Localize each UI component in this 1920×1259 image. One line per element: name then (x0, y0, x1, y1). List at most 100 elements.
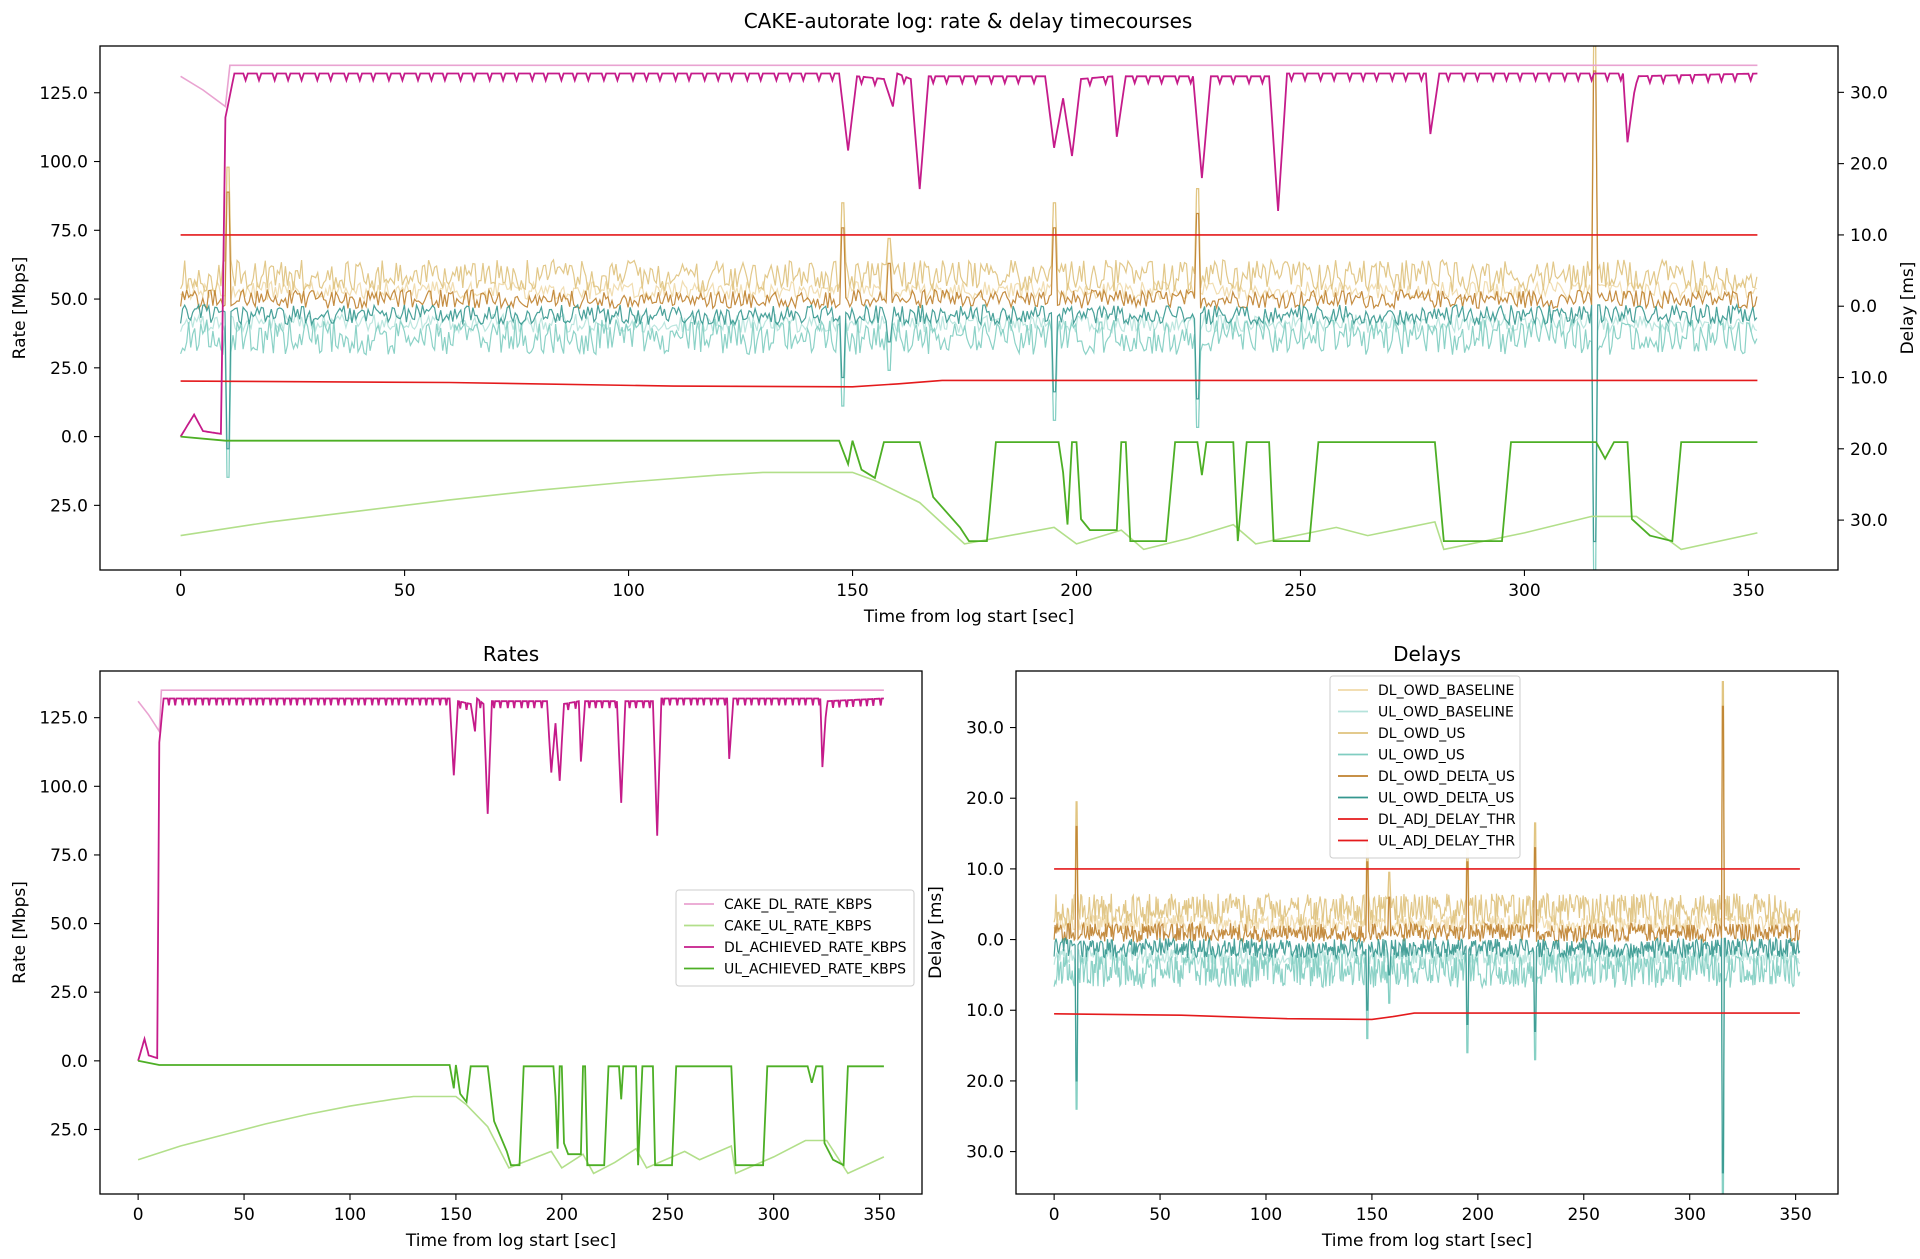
axes-frame (99, 45, 1839, 571)
x-tick-label: 0 (133, 1205, 144, 1225)
x-tick-label: 250 (652, 1205, 684, 1225)
legend-label: CAKE_DL_RATE_KBPS (724, 897, 872, 913)
y-axis-label: Rate [Mbps] (10, 257, 30, 360)
y2-tick-label: 30.0 (1850, 83, 1888, 103)
plot-area (1053, 681, 1801, 1194)
x-axis-label: Time from log start [sec] (405, 1231, 616, 1251)
x-tick-label: 0 (1049, 1205, 1060, 1225)
x-tick-label: 200 (1060, 581, 1092, 601)
legend-label: DL_ACHIEVED_RATE_KBPS (724, 940, 907, 956)
y-tick-label: 125.0 (39, 709, 88, 729)
legend-box (1329, 675, 1521, 859)
x-tick-label: 150 (1356, 1205, 1388, 1225)
y-tick-label: 50.0 (50, 290, 88, 310)
x-tick-label: 250 (1568, 1205, 1600, 1225)
y-tick-label: 10.0 (966, 1001, 1004, 1021)
legend-label: DL_OWD_DELTA_US (1378, 769, 1515, 785)
legend-label: DL_ADJ_DELAY_THR (1378, 812, 1516, 828)
axes-frame (1015, 670, 1839, 1195)
series-ul-adj-delay-thr (1054, 1012, 1800, 1021)
x-tick-label: 350 (1732, 581, 1764, 601)
rates-chart: 0 50 100 150 200 250 300 350 125.0 100.0 75.0 50.0 2… (10, 642, 923, 1251)
legend-label: DL_OWD_US (1378, 726, 1465, 742)
legend-label: DL_OWD_BASELINE (1378, 683, 1514, 699)
series-cake-dl-rate-kbps (137, 689, 884, 734)
series-dl-owd-delta-us (1053, 705, 1801, 944)
x-axis-label: Time from log start [sec] (863, 607, 1074, 627)
series-dl-achieved-rate-kbps (137, 696, 884, 1062)
series-ul-owd-delta-us (180, 302, 1758, 543)
y2-tick-label: 10.0 (1850, 369, 1888, 389)
plot-area (179, 46, 1758, 570)
y-tick-label: 75.0 (50, 846, 88, 866)
x-tick-label: 300 (1673, 1205, 1705, 1225)
y-tick-label: 0.0 (61, 428, 88, 448)
series-cake-ul-rate-kbps (180, 471, 1758, 551)
plot-area (137, 689, 885, 1175)
x-tick-label: 50 (394, 581, 416, 601)
y-tick-label: 25.0 (50, 983, 88, 1003)
y2-tick-label: 30.0 (1850, 511, 1888, 531)
y-tick-label: 100.0 (39, 153, 88, 173)
suptitle: CAKE-autorate log: rate & delay timecour… (744, 9, 1193, 33)
y-tick-label: 0.0 (61, 1052, 88, 1072)
y-axis-label: Delay [ms] (926, 886, 946, 979)
x-tick-label: 0 (175, 581, 186, 601)
y-tick-label: 25.0 (50, 1120, 88, 1140)
x-tick-label: 200 (546, 1205, 578, 1225)
series-ul-achieved-rate-kbps (137, 1059, 884, 1167)
series-ul-owd-delta-us (1053, 936, 1801, 1174)
x-tick-label: 350 (863, 1205, 895, 1225)
series-dl-owd-delta-us (180, 70, 1758, 311)
series-ul-owd-baseline (1053, 945, 1801, 1194)
series-cake-dl-rate-kbps (180, 64, 1758, 108)
y2-tick-label: 20.0 (1850, 155, 1888, 175)
legend-label: UL_ACHIEVED_RATE_KBPS (724, 962, 906, 978)
x-tick-label: 50 (1149, 1205, 1171, 1225)
x-tick-label: 350 (1779, 1205, 1811, 1225)
y-axis-label: Rate [Mbps] (10, 881, 30, 984)
y-tick-label: 75.0 (50, 221, 88, 241)
axes-title: Delays (1393, 642, 1461, 666)
series-dl-owd-us (1053, 681, 1801, 927)
axes-frame (99, 670, 923, 1195)
y-tick-label: 125.0 (39, 84, 88, 104)
x-tick-label: 150 (440, 1205, 472, 1225)
x-tick-label: 100 (612, 581, 644, 601)
series-dl-achieved-rate-kbps (179, 72, 1758, 438)
x-tick-label: 250 (1284, 581, 1316, 601)
x-tick-label: 100 (1250, 1205, 1282, 1225)
x-tick-label: 300 (1508, 581, 1540, 601)
y-tick-label: 50.0 (50, 915, 88, 935)
y-tick-label: 25.0 (50, 496, 88, 516)
combined-chart: 0 50 100 150 200 250 300 350 125.0 100.0 75.0 50.0 2… (10, 45, 1918, 627)
series-ul-adj-delay-thr (180, 379, 1758, 388)
delays-chart: 0 50 100 150 200 250 300 350 30.0 20.0 10.0 0.0 10.0… (926, 642, 1839, 1251)
y2-tick-label: 0.0 (1850, 297, 1877, 317)
y-tick-label: 25.0 (50, 359, 88, 379)
x-tick-label: 200 (1462, 1205, 1494, 1225)
series-dl-owd-us (180, 46, 1758, 295)
y-tick-label: 10.0 (966, 860, 1004, 880)
legend-label: UL_OWD_US (1378, 748, 1465, 764)
legend-box (675, 889, 915, 987)
x-tick-label: 300 (757, 1205, 789, 1225)
y-tick-label: 20.0 (966, 1072, 1004, 1092)
legend-label: UL_OWD_DELTA_US (1378, 791, 1514, 807)
series-ul-owd-us (180, 317, 1758, 570)
x-tick-label: 150 (836, 581, 868, 601)
y-tick-label: 30.0 (966, 719, 1004, 739)
legend-label: UL_ADJ_DELAY_THR (1378, 834, 1515, 850)
y-tick-label: 0.0 (977, 931, 1004, 951)
y2-tick-label: 20.0 (1850, 440, 1888, 460)
axes-title: Rates (483, 642, 539, 666)
x-tick-label: 50 (233, 1205, 255, 1225)
y-tick-label: 30.0 (966, 1143, 1004, 1163)
x-tick-label: 100 (334, 1205, 366, 1225)
x-axis-label: Time from log start [sec] (1321, 1231, 1532, 1251)
legend-label: CAKE_UL_RATE_KBPS (724, 919, 872, 935)
series-cake-ul-rate-kbps (137, 1095, 885, 1175)
y-tick-label: 100.0 (39, 777, 88, 797)
y2-tick-label: 10.0 (1850, 226, 1888, 246)
y-tick-label: 20.0 (966, 789, 1004, 809)
